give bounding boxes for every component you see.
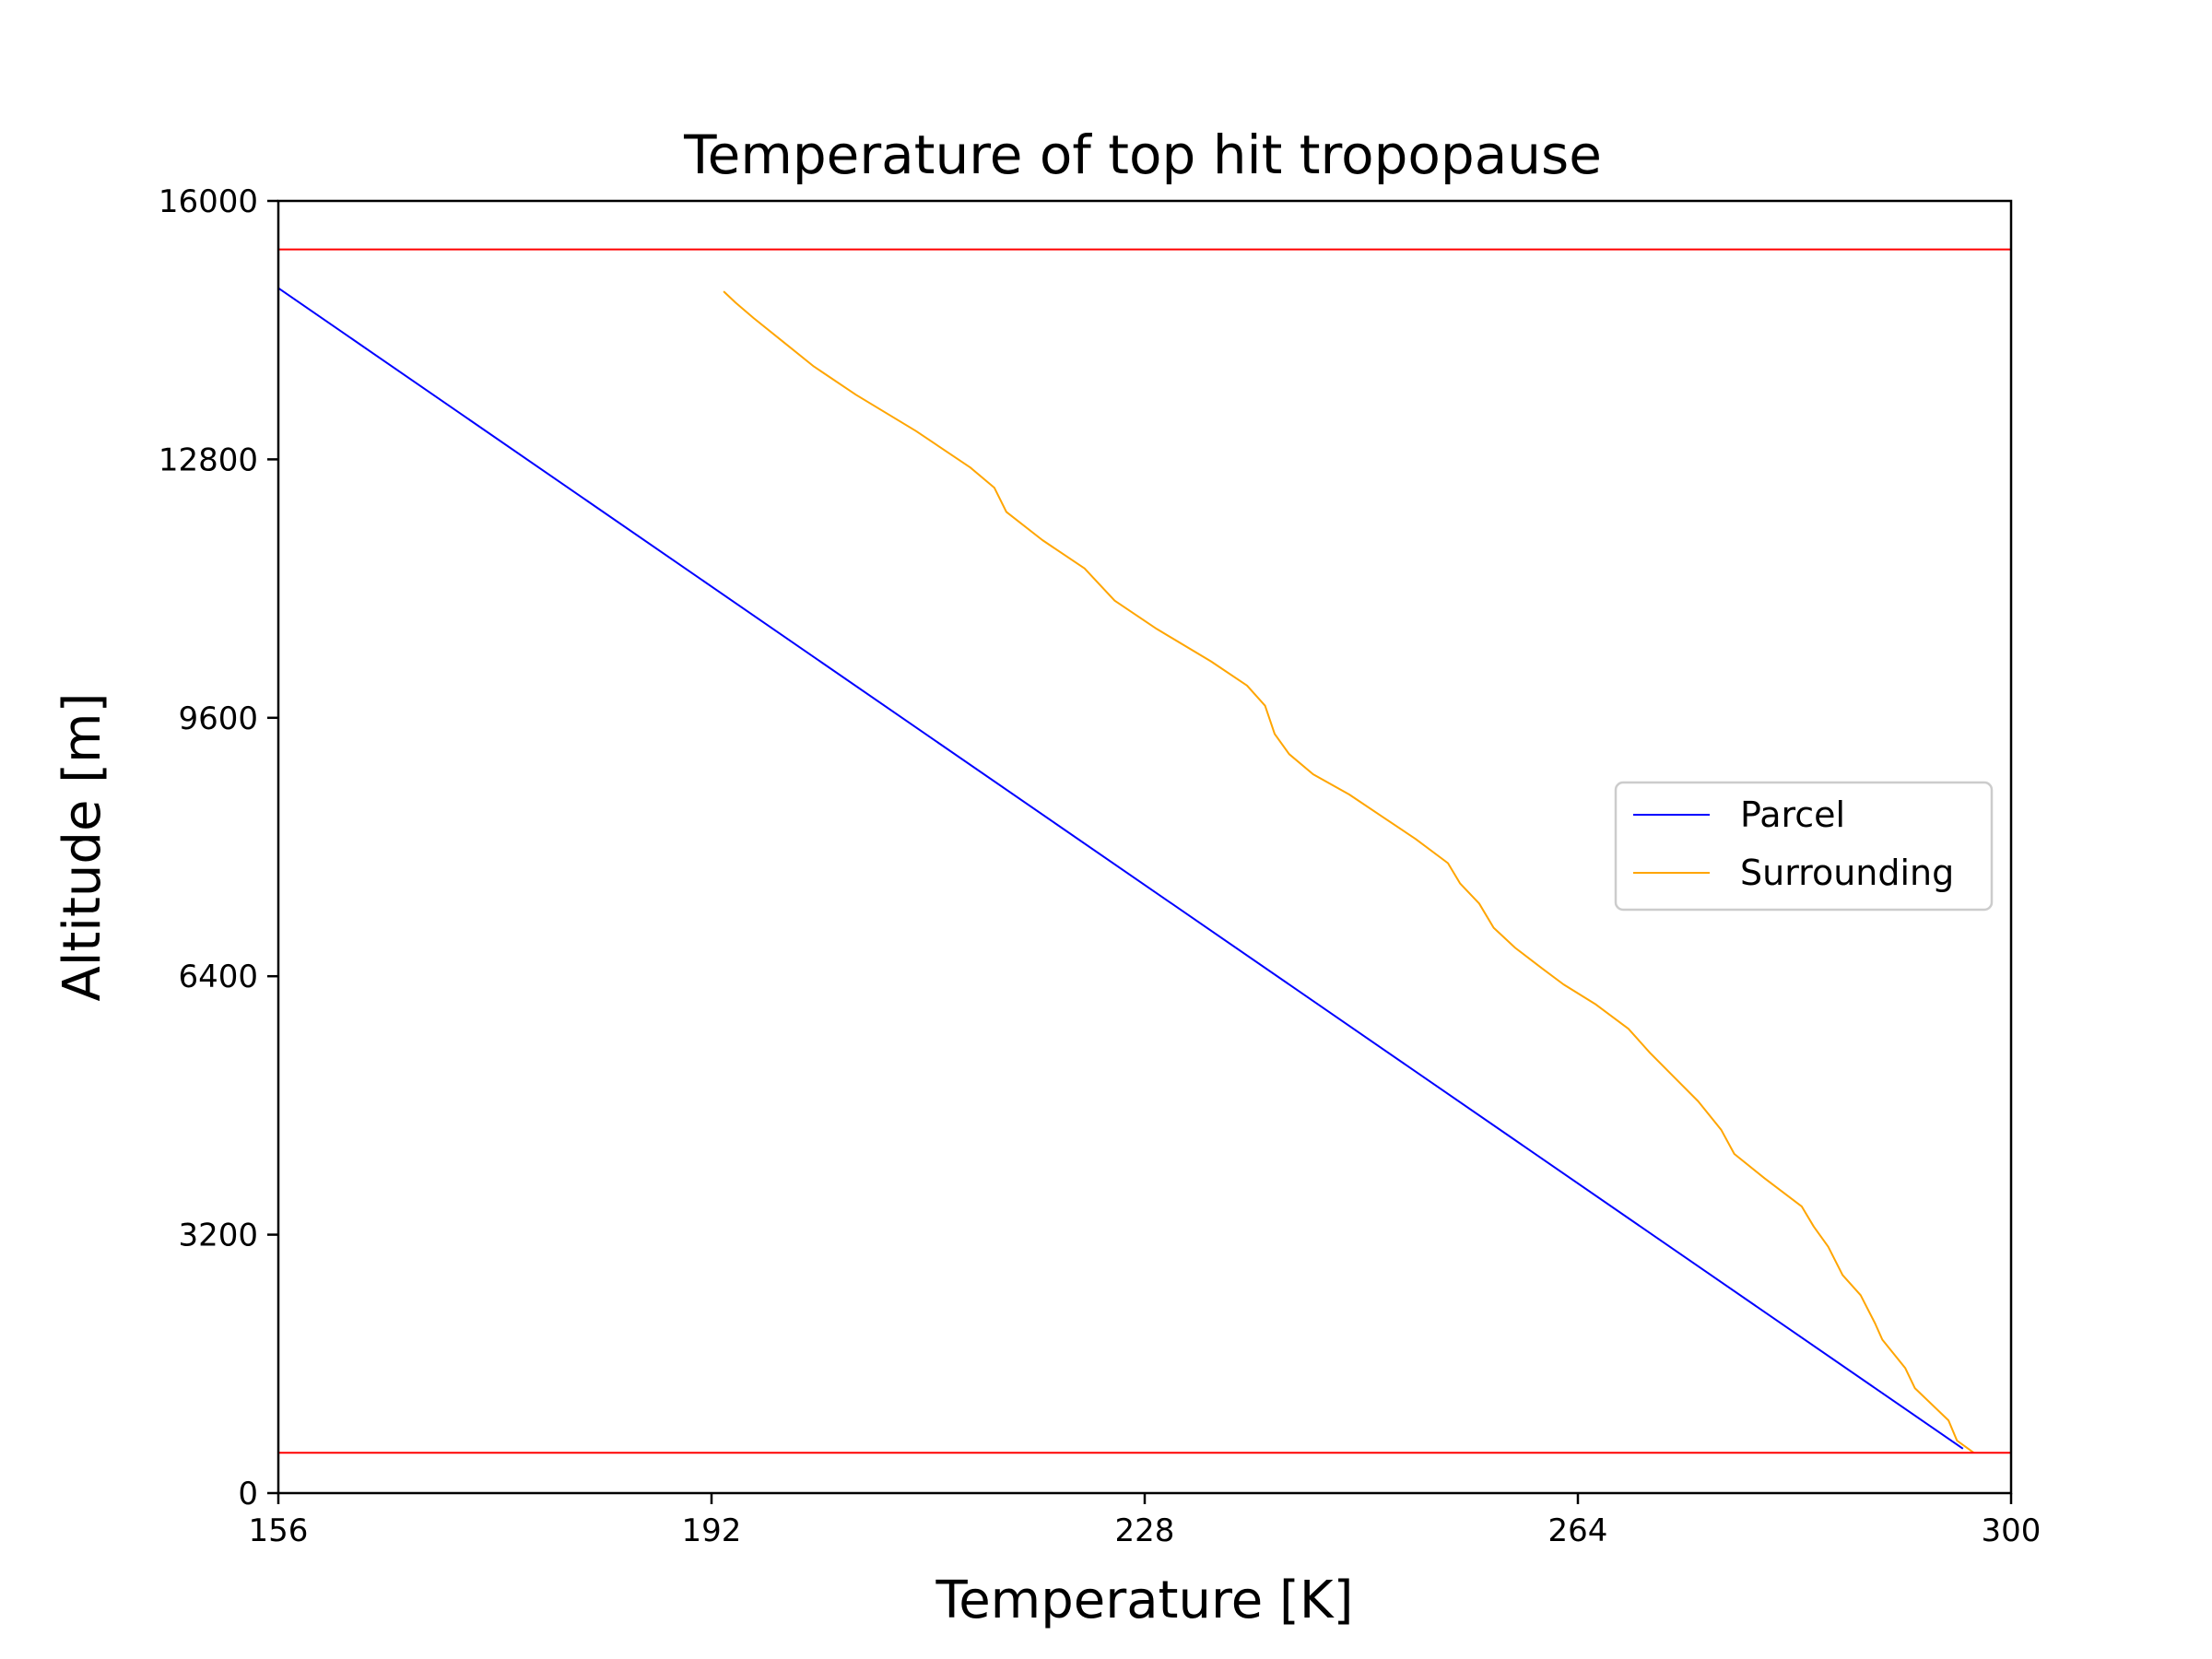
x-tick-label: 300 [1982,1512,2041,1549]
series-layer [277,248,2011,1454]
x-tick-label: 228 [1115,1512,1175,1549]
legend: Parcel Surrounding [1614,781,1994,912]
x-tick-label: 156 [249,1512,309,1549]
y-tick-label: 0 [238,1476,258,1512]
legend-label-surrounding: Surrounding [1740,853,1954,893]
ticks-layer: 156 192 228 264 300 0 3200 6400 9600 12800 16000 [159,183,2041,1549]
y-tick-label: 12800 [159,441,258,478]
y-tick-label: 6400 [178,959,258,995]
series-line-parcel [277,287,1964,1450]
series-line-surrounding [723,290,1975,1454]
y-tick-label: 16000 [159,183,258,220]
legend-label-parcel: Parcel [1740,794,1845,835]
y-axis-title: Altitude [m] [53,693,112,1002]
x-axis-title: Temperature [K] [935,1571,1354,1630]
y-tick-label: 3200 [178,1218,258,1254]
x-tick-label: 264 [1548,1512,1608,1549]
y-tick-label: 9600 [178,700,258,737]
x-tick-label: 192 [682,1512,742,1549]
chart-title: Temperature of top hit tropopause [683,124,1602,186]
